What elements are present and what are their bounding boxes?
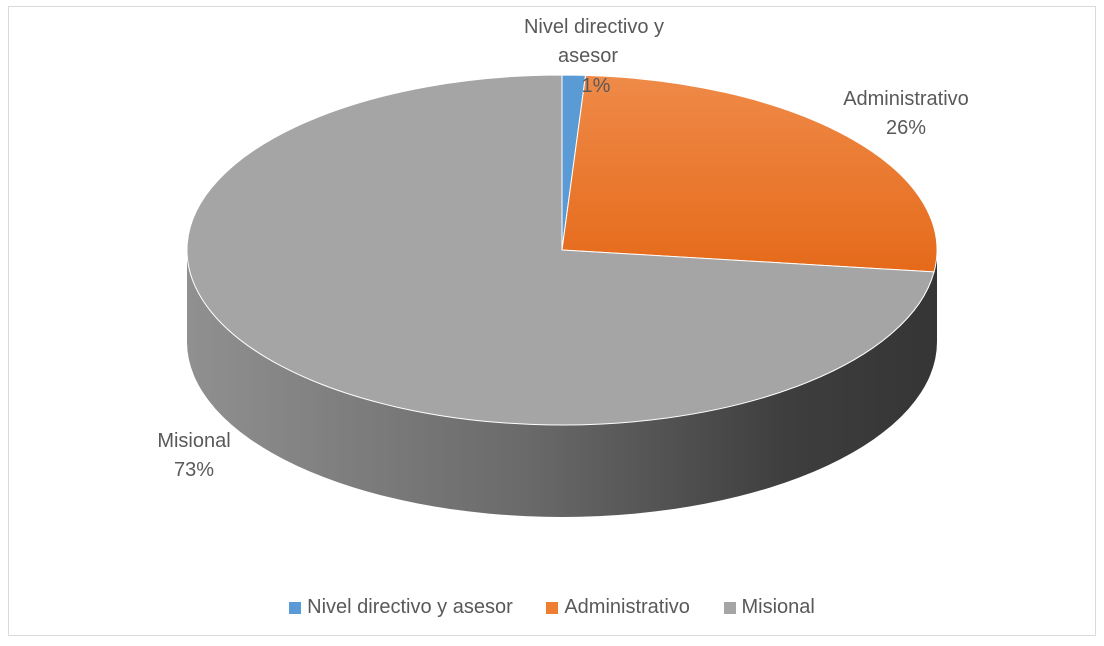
pie-slice-administrativo (561, 74, 938, 273)
data-label-administrativo-value: 26% (886, 117, 926, 139)
legend-swatch-misional (723, 601, 736, 614)
legend-label-administrativo: Administrativo (564, 596, 690, 618)
pie-side-wall (187, 250, 937, 517)
chart-legend: Nivel directivo y asesor Administrativo … (0, 596, 1104, 620)
legend-item-misional: Misional (723, 596, 815, 619)
data-label-nivel-name-2: asesor (558, 45, 618, 67)
legend-item-administrativo: Administrativo (546, 596, 690, 619)
legend-swatch-administrativo (546, 601, 559, 614)
data-label-misional-name: Misional (157, 430, 230, 452)
data-label-administrativo-name: Administrativo (843, 88, 969, 110)
data-label-nivel-name-1: Nivel directivo y (524, 16, 664, 38)
legend-swatch-nivel (289, 601, 302, 614)
pie-slice-misional (186, 74, 935, 426)
legend-item-nivel: Nivel directivo y asesor (289, 596, 513, 619)
pie-side-misional (187, 250, 937, 517)
data-label-nivel-value: 1% (582, 75, 611, 97)
data-label-misional-value: 73% (174, 459, 214, 481)
legend-label-nivel: Nivel directivo y asesor (307, 596, 513, 618)
legend-label-misional: Misional (741, 596, 815, 618)
